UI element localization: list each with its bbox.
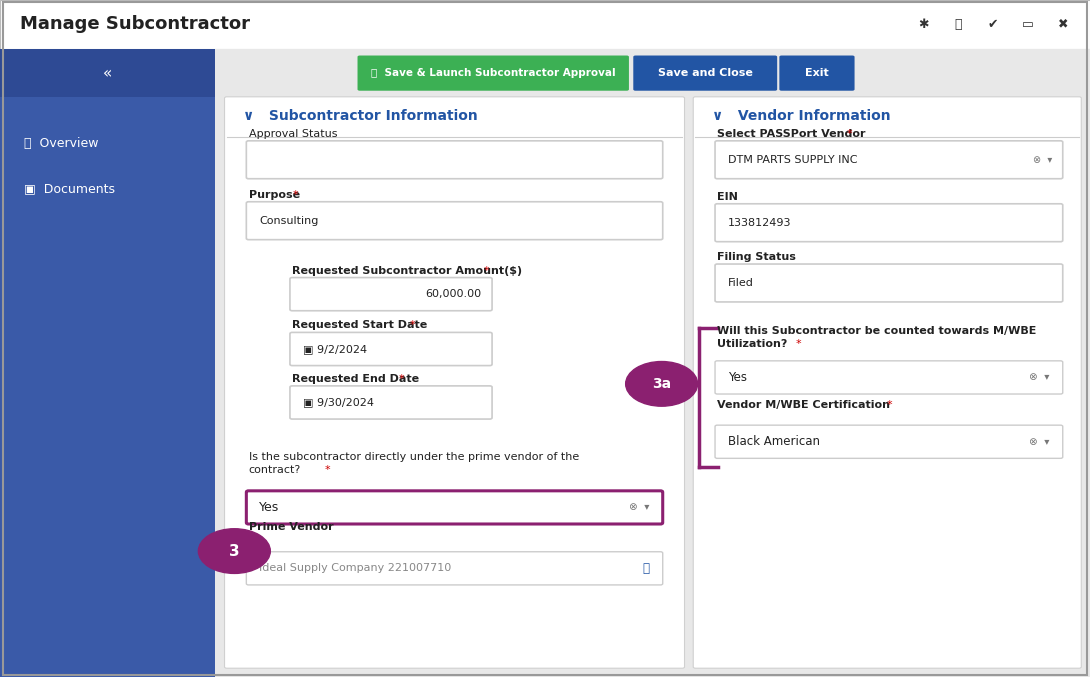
- Text: Requested Start Date: Requested Start Date: [292, 320, 427, 330]
- FancyBboxPatch shape: [246, 552, 663, 585]
- FancyBboxPatch shape: [215, 49, 1090, 97]
- Text: Prime Vendor: Prime Vendor: [249, 522, 334, 532]
- FancyBboxPatch shape: [225, 97, 685, 668]
- Text: 💾  Save & Launch Subcontractor Approval: 💾 Save & Launch Subcontractor Approval: [371, 68, 616, 78]
- Point: [220, 133, 233, 141]
- FancyBboxPatch shape: [0, 49, 215, 677]
- FancyBboxPatch shape: [246, 491, 663, 524]
- Text: 3a: 3a: [652, 377, 671, 391]
- Text: Yes: Yes: [728, 371, 747, 384]
- Point: [676, 133, 689, 141]
- FancyBboxPatch shape: [290, 386, 492, 419]
- Text: *: *: [325, 465, 330, 475]
- FancyBboxPatch shape: [290, 278, 492, 311]
- Text: ⊗  ▾: ⊗ ▾: [629, 502, 650, 512]
- Text: 🔗: 🔗: [643, 562, 650, 575]
- Text: ✖: ✖: [1057, 18, 1068, 31]
- FancyBboxPatch shape: [0, 49, 215, 97]
- Text: 60,000.00: 60,000.00: [425, 289, 481, 299]
- Text: *: *: [886, 399, 892, 410]
- FancyBboxPatch shape: [715, 361, 1063, 394]
- Text: Yes: Yes: [259, 501, 280, 514]
- Text: ⊗  ▾: ⊗ ▾: [1029, 372, 1050, 383]
- FancyBboxPatch shape: [779, 56, 855, 91]
- Text: 133812493: 133812493: [728, 218, 791, 227]
- Text: ⊗  ▾: ⊗ ▾: [1032, 155, 1052, 165]
- FancyBboxPatch shape: [715, 425, 1063, 458]
- Text: Purpose: Purpose: [249, 190, 300, 200]
- Text: ✔: ✔: [988, 18, 998, 31]
- FancyBboxPatch shape: [246, 141, 663, 179]
- Text: 🖥  Overview: 🖥 Overview: [24, 137, 98, 150]
- Text: Black American: Black American: [728, 435, 820, 448]
- Text: Filing Status: Filing Status: [717, 252, 796, 262]
- FancyBboxPatch shape: [290, 332, 492, 366]
- Text: ▭: ▭: [1022, 18, 1033, 31]
- Circle shape: [198, 529, 270, 573]
- Text: ✱: ✱: [918, 18, 929, 31]
- Text: Ideal Supply Company 221007710: Ideal Supply Company 221007710: [259, 563, 451, 573]
- Text: contract?: contract?: [249, 465, 301, 475]
- Text: *: *: [796, 339, 801, 349]
- Circle shape: [626, 362, 698, 406]
- Text: *: *: [292, 190, 299, 200]
- Text: ▣ 9/30/2024: ▣ 9/30/2024: [303, 397, 374, 408]
- Text: Requested End Date: Requested End Date: [292, 374, 420, 384]
- Text: Select PASSPort Vendor: Select PASSPort Vendor: [717, 129, 865, 139]
- Text: Requested Subcontractor Amount($): Requested Subcontractor Amount($): [292, 265, 522, 276]
- Text: Utilization?: Utilization?: [717, 339, 788, 349]
- FancyBboxPatch shape: [715, 141, 1063, 179]
- Text: ∨   Vendor Information: ∨ Vendor Information: [712, 110, 891, 123]
- Text: EIN: EIN: [717, 192, 738, 202]
- Text: Vendor M/WBE Certification: Vendor M/WBE Certification: [717, 399, 891, 410]
- Text: ∨   Subcontractor Information: ∨ Subcontractor Information: [243, 110, 477, 123]
- FancyBboxPatch shape: [715, 204, 1063, 242]
- Text: «: «: [102, 66, 112, 81]
- Text: Is the subcontractor directly under the prime vendor of the: Is the subcontractor directly under the …: [249, 452, 579, 462]
- Text: Filed: Filed: [728, 278, 754, 288]
- FancyBboxPatch shape: [246, 202, 663, 240]
- Text: Save and Close: Save and Close: [657, 68, 753, 78]
- FancyBboxPatch shape: [715, 264, 1063, 302]
- Text: Consulting: Consulting: [259, 216, 318, 225]
- Text: *: *: [846, 129, 852, 139]
- Text: ⎙: ⎙: [955, 18, 961, 31]
- Text: ▣  Documents: ▣ Documents: [24, 182, 114, 196]
- Text: DTM PARTS SUPPLY INC: DTM PARTS SUPPLY INC: [728, 155, 858, 165]
- Text: Manage Subcontractor: Manage Subcontractor: [20, 16, 250, 33]
- FancyBboxPatch shape: [693, 97, 1081, 668]
- FancyBboxPatch shape: [358, 56, 629, 91]
- Text: *: *: [484, 265, 489, 276]
- Text: 3: 3: [229, 544, 240, 559]
- Text: ⊗  ▾: ⊗ ▾: [1029, 437, 1050, 447]
- FancyBboxPatch shape: [215, 97, 1090, 677]
- Text: ▣ 9/2/2024: ▣ 9/2/2024: [303, 344, 367, 354]
- Text: Approval Status: Approval Status: [249, 129, 337, 139]
- FancyBboxPatch shape: [0, 0, 1090, 49]
- Text: *: *: [399, 374, 404, 384]
- Point: [1073, 133, 1086, 141]
- Text: *: *: [410, 320, 415, 330]
- FancyBboxPatch shape: [633, 56, 777, 91]
- Point: [689, 133, 702, 141]
- Text: Will this Subcontractor be counted towards M/WBE: Will this Subcontractor be counted towar…: [717, 326, 1037, 336]
- Text: Exit: Exit: [806, 68, 828, 78]
